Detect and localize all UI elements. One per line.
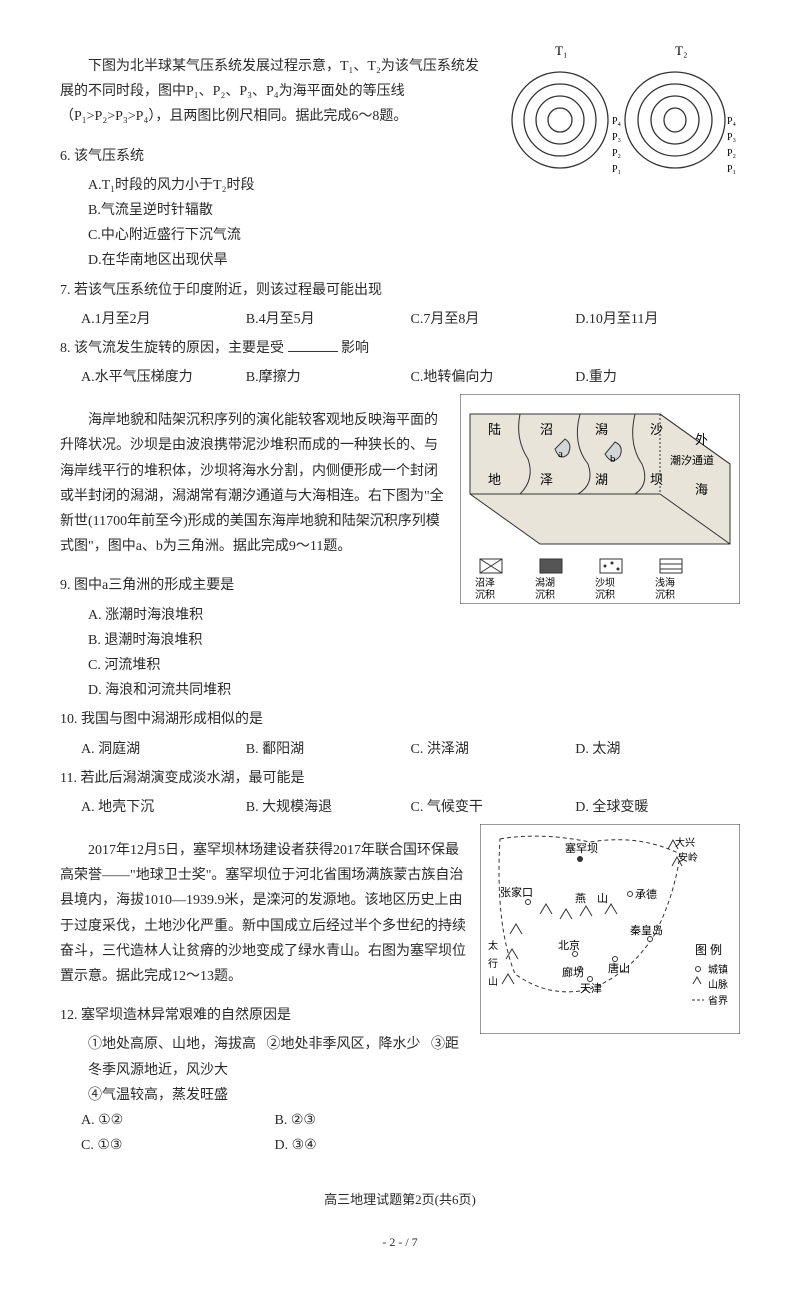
q12-item2: ②地处非季风区，降水少 [267, 1037, 421, 1052]
p2-label-r: P₂ [727, 148, 736, 159]
map-dxal1: 大兴 [675, 836, 695, 849]
map-dxal2: 安岭 [678, 851, 698, 864]
map-legend-bnd: 省界 [708, 994, 728, 1007]
leg4b: 沉积 [655, 588, 675, 601]
t2-label: T₂ [675, 43, 687, 58]
block2-intro: 海岸地貌和陆架沉积序列的演化能较客观地反映海平面的升降状况。沙坝是由波浪携带泥沙… [60, 408, 448, 559]
q10-opt-b: B. 鄱阳湖 [246, 737, 411, 762]
lbl-lu: 陆 [488, 422, 501, 437]
leg3b: 沉积 [595, 588, 615, 601]
q11-opt-a: A. 地壳下沉 [81, 795, 246, 820]
p1-label-r: P₁ [727, 164, 736, 175]
q7-opt-d: D.10月至11月 [575, 307, 740, 332]
q12-stem: 12. 塞罕坝造林异常艰难的自然原因是 [60, 1003, 468, 1028]
q12-item4: ④气温较高，蒸发旺盛 [88, 1088, 228, 1103]
lbl-a: a [558, 448, 563, 460]
p2-label-l: P₂ [612, 148, 621, 159]
q12-item1: ①地处高原、山地，海拔高 [88, 1037, 256, 1052]
lbl-ba: 坝 [650, 472, 663, 487]
map-th3: 山 [488, 976, 498, 988]
q12-opt-b: B. ②③ [275, 1108, 469, 1133]
q7-opt-a: A.1月至2月 [81, 307, 246, 332]
map-ts: 唐山 [608, 961, 630, 975]
lbl-wai: 外 [695, 432, 708, 447]
leg1a: 沼泽 [475, 576, 495, 589]
leg4a: 浅海 [655, 576, 675, 589]
leg2b: 沉积 [535, 588, 555, 601]
map-th2: 行 [488, 957, 498, 970]
q9-opt-b: B. 退潮时海浪堆积 [88, 628, 420, 653]
q8-stem: 8. 该气流发生旋转的原因，主要是受 影响 [60, 336, 740, 361]
map-figure: 塞罕坝 承德 张家口 北京 天津 廊坊 唐山 秦皇岛 燕 山 大兴 安岭 太 行… [480, 824, 740, 1034]
q8-opt-b: B.摩擦力 [246, 365, 411, 390]
q6-opt-a: A.T₁时段的风力小于T₂时段 [88, 173, 460, 198]
q6-opt-c: C.中心附近盛行下沉气流 [88, 223, 460, 248]
p4-label-l: P₄ [612, 116, 622, 127]
lbl-sha: 沙 [650, 422, 663, 437]
map-chengde: 承德 [635, 887, 657, 901]
map-lf: 廊坊 [562, 965, 584, 979]
lbl-chaoxi: 潮汐通道 [670, 453, 714, 467]
block1-intro: 下图为北半球某气压系统发展过程示意，T₁、T₂为该气压系统发展的不同时段，图中P… [60, 54, 488, 130]
q10-opt-d: D. 太湖 [575, 737, 740, 762]
lbl-ze: 泽 [540, 472, 553, 487]
q12-opt-d: D. ③④ [275, 1133, 469, 1158]
q8-opt-a: A.水平气压梯度力 [81, 365, 246, 390]
lbl-zhao: 沼 [540, 422, 553, 437]
q7-opt-b: B.4月至5月 [246, 307, 411, 332]
q10-opt-a: A. 洞庭湖 [81, 737, 246, 762]
q8-opt-c: C.地转偏向力 [411, 365, 576, 390]
coast-figure: 陆 沼 潟 沙 外 地 泽 湖 坝 海 潮汐通道 a b 沼泽 沉积 潟湖 沉积 [460, 394, 740, 604]
p4-label-r: P₄ [727, 116, 737, 127]
page-footer: 高三地理试题第2页(共6页) [60, 1188, 740, 1211]
map-saihanba: 塞罕坝 [565, 841, 598, 855]
p3-label-l: P₃ [612, 132, 621, 143]
q9-opt-a: A. 涨潮时海浪堆积 [88, 603, 420, 628]
t1-label: T₁ [555, 43, 567, 58]
map-bj: 北京 [558, 938, 580, 952]
lbl-b: b [610, 453, 616, 465]
lbl-di: 地 [488, 472, 501, 487]
q11-stem: 11. 若此后潟湖演变成淡水湖，最可能是 [60, 766, 740, 791]
q7-opt-c: C.7月至8月 [411, 307, 576, 332]
q8-blank [288, 351, 338, 352]
q8-opt-d: D.重力 [575, 365, 740, 390]
q6-opt-d: D.在华南地区出现伏旱 [88, 248, 460, 273]
map-legend-title: 图 例 [695, 943, 722, 957]
map-th1: 太 [488, 939, 498, 952]
map-yanshan: 燕 山 [575, 892, 608, 905]
q11-opt-c: C. 气候变干 [411, 795, 576, 820]
map-tj: 天津 [580, 982, 602, 995]
leg1b: 沉积 [475, 588, 495, 601]
q6-stem: 6. 该气压系统 [60, 144, 488, 169]
lbl-hu: 湖 [595, 472, 608, 487]
page-number: - 2 - / 7 [60, 1232, 740, 1254]
map-legend-mtn: 山脉 [708, 978, 728, 991]
q8-stem-post: 影响 [341, 341, 369, 356]
q12-opt-a: A. ①② [81, 1108, 275, 1133]
p1-label-l: P₁ [612, 164, 621, 175]
map-legend-city: 城镇 [708, 963, 728, 976]
map-zjk: 张家口 [500, 885, 533, 899]
q9-opt-c: C. 河流堆积 [88, 653, 420, 678]
map-qhd: 秦皇岛 [630, 923, 663, 937]
q6-opt-b: B.气流呈逆时针辐散 [88, 198, 460, 223]
q11-opt-b: B. 大规模海退 [246, 795, 411, 820]
q10-stem: 10. 我国与图中潟湖形成相似的是 [60, 707, 740, 732]
lbl-xi: 潟 [595, 422, 608, 437]
pressure-figure: T₁ T₂ P₄ P₃ P₂ P₁ P₄ P₃ P₂ P₁ [500, 40, 740, 180]
q7-stem: 7. 若该气压系统位于印度附近，则该过程最可能出现 [60, 278, 740, 303]
q9-opt-d: D. 海浪和河流共同堆积 [88, 678, 420, 703]
q8-stem-pre: 8. 该气流发生旋转的原因，主要是受 [60, 341, 284, 356]
leg2a: 潟湖 [535, 576, 555, 589]
q11-opt-d: D. 全球变暖 [575, 795, 740, 820]
q9-stem: 9. 图中a三角洲的形成主要是 [60, 573, 448, 598]
q10-opt-c: C. 洪泽湖 [411, 737, 576, 762]
lbl-hai: 海 [695, 482, 708, 497]
q12-opt-c: C. ①③ [81, 1133, 275, 1158]
p3-label-r: P₃ [727, 132, 736, 143]
block3-intro: 2017年12月5日，塞罕坝林场建设者获得2017年联合国环保最高荣誉——"地球… [60, 838, 468, 989]
leg3a: 沙坝 [595, 577, 615, 589]
